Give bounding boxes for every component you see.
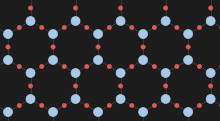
Circle shape	[152, 103, 157, 108]
Circle shape	[152, 64, 157, 69]
Circle shape	[116, 95, 125, 103]
Circle shape	[4, 30, 13, 38]
Circle shape	[85, 25, 89, 30]
Circle shape	[62, 25, 66, 30]
Circle shape	[161, 95, 170, 103]
Circle shape	[152, 25, 157, 30]
Circle shape	[197, 25, 202, 30]
Circle shape	[17, 103, 22, 108]
Circle shape	[186, 45, 190, 49]
Circle shape	[163, 84, 168, 88]
Circle shape	[139, 56, 148, 64]
Circle shape	[107, 25, 112, 30]
Circle shape	[208, 6, 213, 10]
Circle shape	[141, 45, 145, 49]
Circle shape	[17, 25, 22, 30]
Circle shape	[28, 6, 33, 10]
Circle shape	[118, 6, 123, 10]
Circle shape	[40, 64, 44, 69]
Circle shape	[94, 56, 103, 64]
Circle shape	[73, 84, 78, 88]
Circle shape	[6, 45, 10, 49]
Circle shape	[85, 64, 89, 69]
Circle shape	[184, 56, 193, 64]
Circle shape	[139, 107, 148, 117]
Circle shape	[73, 6, 78, 10]
Circle shape	[4, 107, 13, 117]
Circle shape	[71, 68, 80, 77]
Circle shape	[49, 30, 58, 38]
Circle shape	[161, 16, 170, 26]
Circle shape	[206, 68, 215, 77]
Circle shape	[130, 64, 134, 69]
Circle shape	[71, 95, 80, 103]
Circle shape	[17, 64, 22, 69]
Circle shape	[175, 25, 179, 30]
Circle shape	[139, 30, 148, 38]
Circle shape	[116, 68, 125, 77]
Circle shape	[62, 64, 66, 69]
Circle shape	[175, 64, 179, 69]
Circle shape	[94, 107, 103, 117]
Circle shape	[107, 103, 112, 108]
Circle shape	[96, 45, 100, 49]
Circle shape	[130, 25, 134, 30]
Circle shape	[71, 16, 80, 26]
Circle shape	[116, 16, 125, 26]
Circle shape	[184, 107, 193, 117]
Circle shape	[49, 107, 58, 117]
Circle shape	[85, 103, 89, 108]
Circle shape	[197, 64, 202, 69]
Circle shape	[49, 56, 58, 64]
Circle shape	[26, 95, 35, 103]
Circle shape	[40, 25, 44, 30]
Circle shape	[197, 103, 202, 108]
Circle shape	[4, 56, 13, 64]
Circle shape	[94, 30, 103, 38]
Circle shape	[208, 84, 213, 88]
Circle shape	[40, 103, 44, 108]
Circle shape	[51, 45, 55, 49]
Circle shape	[163, 6, 168, 10]
Circle shape	[26, 16, 35, 26]
Circle shape	[175, 103, 179, 108]
Circle shape	[118, 84, 123, 88]
Circle shape	[206, 95, 215, 103]
Circle shape	[206, 16, 215, 26]
Circle shape	[62, 103, 66, 108]
Circle shape	[161, 68, 170, 77]
Circle shape	[28, 84, 33, 88]
Circle shape	[184, 30, 193, 38]
Circle shape	[107, 64, 112, 69]
Circle shape	[130, 103, 134, 108]
Circle shape	[26, 68, 35, 77]
